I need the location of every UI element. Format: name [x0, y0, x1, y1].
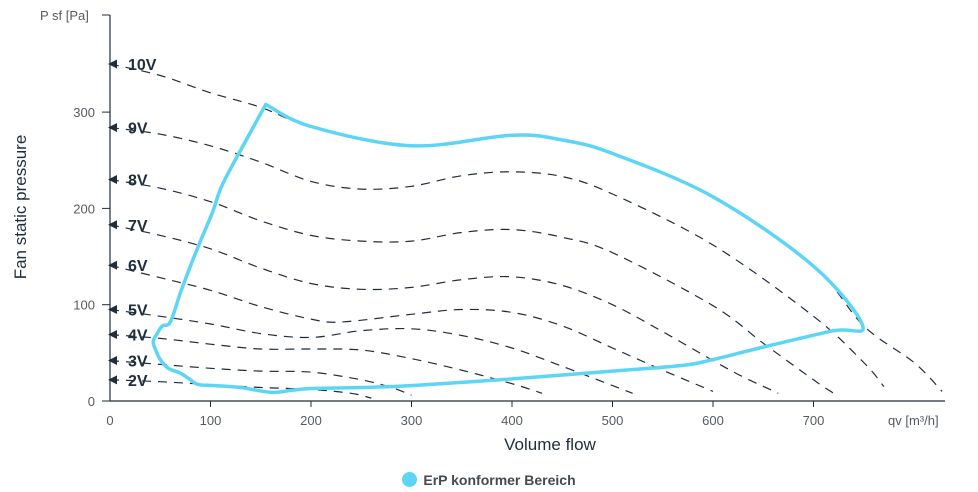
- y-tick-label: 0: [88, 394, 95, 409]
- voltage-curves: [109, 63, 943, 399]
- x-tick-label: 600: [702, 413, 724, 428]
- arrow-marker-icon: [108, 330, 117, 340]
- y-tick-label: 300: [73, 105, 95, 120]
- voltage-label-3v: 3V: [128, 354, 148, 371]
- curve-9v: [109, 126, 885, 387]
- curve-4v: [109, 334, 543, 394]
- x-tick-label: 200: [300, 413, 322, 428]
- curve-8v: [109, 178, 834, 394]
- x-axis-unit: qv [m³/h]: [888, 413, 939, 428]
- arrow-marker-icon: [108, 220, 117, 230]
- x-axis-title: Volume flow: [504, 435, 596, 454]
- x-tick-label: 400: [501, 413, 523, 428]
- arrow-marker-icon: [108, 175, 117, 185]
- legend-swatch: [402, 472, 418, 487]
- voltage-label-9v: 9V: [128, 121, 148, 138]
- voltage-labels: 10V 9V 8V 7V 6V 5V 4V 3V 2V: [108, 57, 157, 390]
- erp-region-outline: [151, 102, 865, 395]
- x-tick-label: 100: [200, 413, 222, 428]
- y-tick-label: 200: [73, 201, 95, 216]
- x-tick-label: 300: [401, 413, 423, 428]
- voltage-label-4v: 4V: [128, 328, 148, 345]
- arrow-marker-icon: [108, 123, 117, 133]
- voltage-label-2v: 2V: [128, 373, 148, 390]
- x-tick-label: 0: [106, 413, 113, 428]
- arrow-marker-icon: [108, 375, 117, 385]
- y-tick-label: 100: [73, 298, 95, 313]
- arrow-marker-icon: [108, 59, 117, 69]
- axes: 0 100 200 300 400 500 600 700 0 100 200 300: [73, 14, 945, 428]
- curve-10v: [109, 63, 943, 392]
- voltage-label-6v: 6V: [128, 258, 148, 275]
- arrow-marker-icon: [108, 305, 117, 315]
- voltage-label-8v: 8V: [128, 173, 148, 190]
- y-axis-unit: P sf [Pa]: [40, 8, 89, 23]
- curve-2v: [109, 379, 372, 399]
- x-tick-label: 500: [602, 413, 624, 428]
- curve-7v: [109, 224, 779, 394]
- curve-5v: [109, 308, 633, 394]
- arrow-marker-icon: [108, 356, 117, 366]
- x-tick-label: 700: [803, 413, 825, 428]
- voltage-label-5v: 5V: [128, 303, 148, 320]
- arrow-marker-icon: [108, 260, 117, 270]
- voltage-label-7v: 7V: [128, 218, 148, 235]
- y-axis-title: Fan static pressure: [11, 135, 30, 280]
- legend-label: ErP konformer Bereich: [423, 472, 576, 488]
- legend: ErP konformer Bereich: [0, 472, 978, 488]
- voltage-label-10v: 10V: [128, 57, 157, 74]
- curve-6v: [109, 264, 714, 392]
